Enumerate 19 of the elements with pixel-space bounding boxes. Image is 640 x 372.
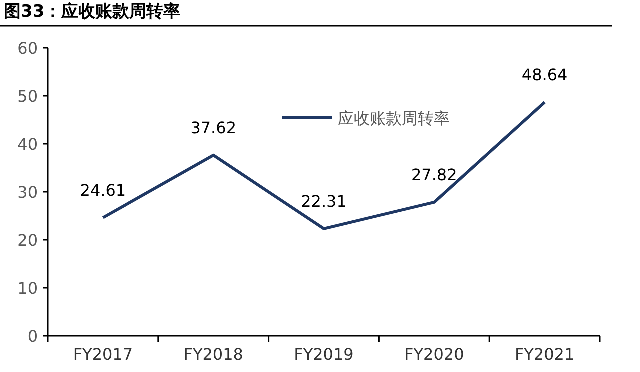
y-tick-label: 60 [18, 39, 38, 58]
x-tick-label: FY2021 [514, 345, 575, 364]
x-tick-label: FY2018 [184, 345, 244, 364]
x-tick-label: FY2020 [404, 345, 464, 364]
data-label: 27.82 [411, 165, 458, 184]
y-tick-label: 40 [18, 135, 38, 154]
data-label: 37.62 [190, 118, 237, 138]
data-label: 48.64 [522, 66, 568, 85]
y-tick-label: 10 [18, 279, 38, 298]
y-tick-label: 50 [18, 87, 38, 106]
legend-label: 应收账款周转率 [338, 109, 450, 128]
chart-title: 图33：应收账款周转率 [4, 2, 181, 22]
data-label: 24.61 [80, 180, 126, 200]
x-tick-label: FY2017 [73, 345, 134, 364]
data-label: 22.31 [301, 192, 347, 211]
y-tick-label: 30 [18, 183, 38, 202]
y-tick-label: 0 [28, 327, 38, 346]
x-tick-label: FY2019 [294, 345, 354, 364]
y-tick-label: 20 [18, 231, 38, 250]
